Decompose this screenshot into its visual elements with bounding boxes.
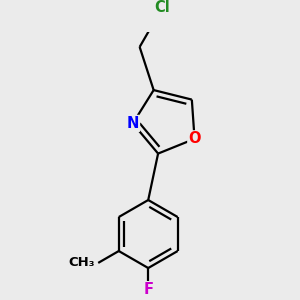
Text: CH₃: CH₃ [68, 256, 95, 269]
Text: Cl: Cl [154, 0, 170, 15]
Text: O: O [188, 131, 201, 146]
Text: N: N [127, 116, 139, 131]
Text: F: F [143, 282, 153, 297]
